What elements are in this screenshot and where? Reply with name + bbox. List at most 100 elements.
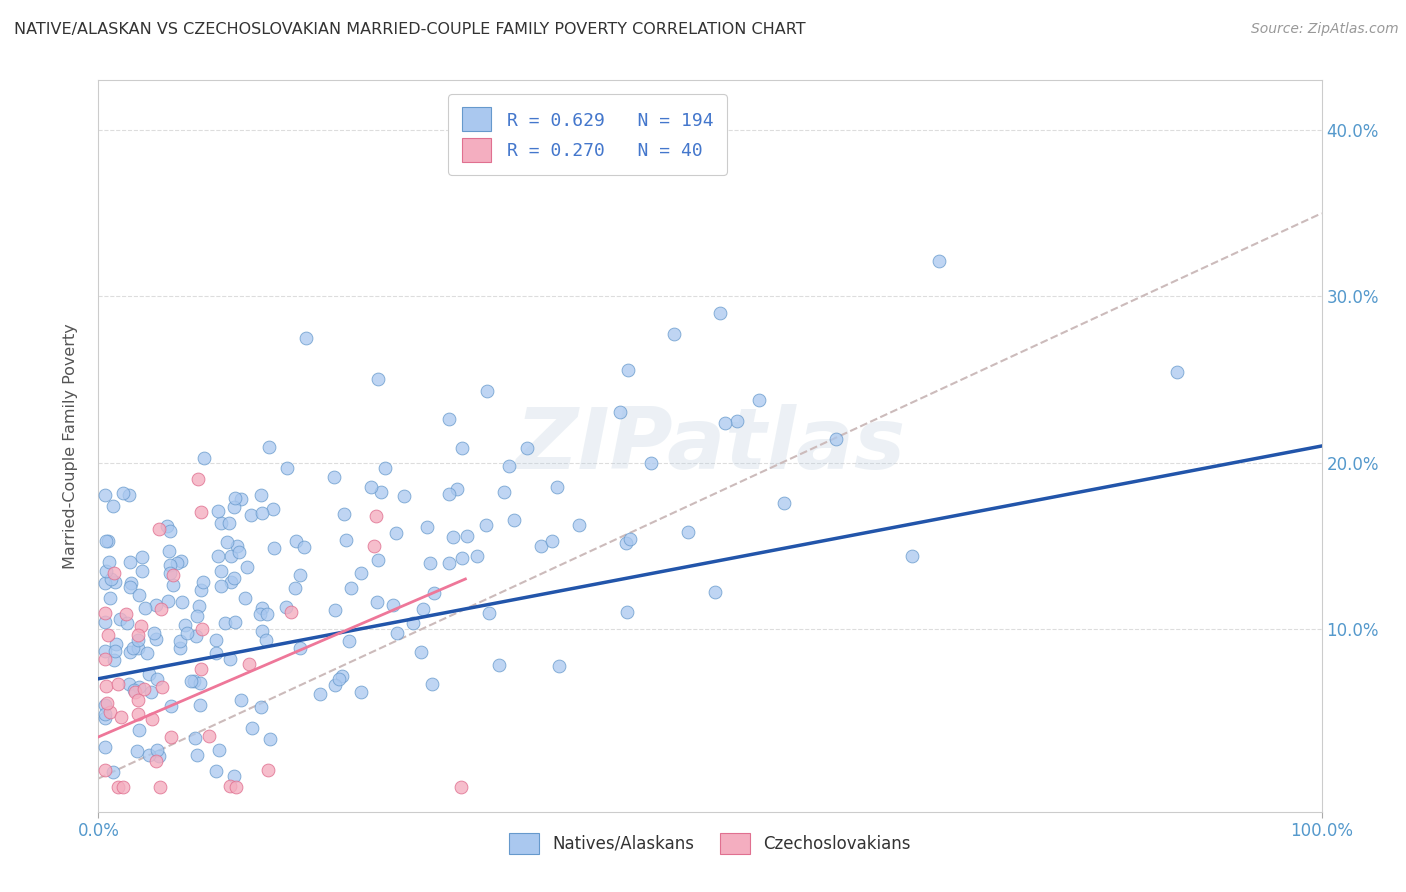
Point [226, 540, 249, 554]
Point [134, 601, 156, 615]
Point [103, 653, 125, 667]
Point [208, 743, 231, 757]
Point [546, 480, 568, 494]
Point [125, 744, 148, 758]
Point [367, 372, 389, 386]
Point [156, 519, 179, 533]
Point [323, 678, 346, 692]
Point [117, 677, 139, 691]
Point [93, 606, 115, 620]
Point [138, 747, 160, 762]
Point [93, 698, 115, 712]
Text: Source: ZipAtlas.com: Source: ZipAtlas.com [1251, 22, 1399, 37]
Point [96, 696, 118, 710]
Point [93, 615, 115, 629]
Point [172, 595, 194, 609]
Point [288, 568, 311, 582]
Point [325, 602, 347, 616]
Point [176, 625, 198, 640]
Point [456, 529, 478, 543]
Point [209, 564, 232, 578]
Point [240, 508, 263, 522]
Point [166, 557, 188, 571]
Point [141, 712, 163, 726]
Point [475, 384, 498, 398]
Point [118, 580, 141, 594]
Point [103, 765, 125, 780]
Point [280, 606, 302, 620]
Point [548, 658, 571, 673]
Point [257, 764, 280, 778]
Point [104, 643, 127, 657]
Point [135, 646, 157, 660]
Point [228, 545, 250, 559]
Point [263, 541, 285, 555]
Point [204, 764, 226, 778]
Point [93, 644, 115, 658]
Point [159, 730, 181, 744]
Point [423, 586, 446, 600]
Point [214, 615, 236, 630]
Point [328, 672, 350, 686]
Point [224, 615, 246, 629]
Point [530, 539, 553, 553]
Point [475, 518, 498, 533]
Point [145, 632, 167, 646]
Point [207, 504, 229, 518]
Point [94, 739, 117, 754]
Point [360, 480, 382, 494]
Point [110, 710, 132, 724]
Point [218, 516, 240, 531]
Point [187, 472, 209, 486]
Point [162, 567, 184, 582]
Point [219, 549, 242, 563]
Point [218, 779, 240, 793]
Point [419, 556, 441, 570]
Point [94, 763, 117, 777]
Point [236, 559, 259, 574]
Point [285, 534, 308, 549]
Point [662, 326, 685, 341]
Point [183, 673, 205, 688]
Point [402, 616, 425, 631]
Point [170, 554, 193, 568]
Point [516, 442, 538, 456]
Point [450, 780, 472, 794]
Point [337, 633, 360, 648]
Point [104, 637, 127, 651]
Point [131, 550, 153, 565]
Point [127, 641, 149, 656]
Point [240, 721, 263, 735]
Point [115, 616, 138, 631]
Point [96, 534, 118, 549]
Point [93, 488, 115, 502]
Point [108, 612, 131, 626]
Point [128, 588, 150, 602]
Point [416, 519, 439, 533]
Point [94, 652, 117, 666]
Point [132, 682, 155, 697]
Point [748, 393, 770, 408]
Point [250, 624, 273, 638]
Point [478, 606, 501, 620]
Point [284, 581, 307, 595]
Point [186, 747, 208, 762]
Point [127, 693, 149, 707]
Point [294, 540, 316, 554]
Point [450, 441, 472, 455]
Point [250, 506, 273, 520]
Point [619, 532, 641, 546]
Point [350, 566, 373, 580]
Point [276, 460, 298, 475]
Point [186, 608, 208, 623]
Point [222, 769, 245, 783]
Point [385, 626, 408, 640]
Point [190, 582, 212, 597]
Point [145, 743, 167, 757]
Point [160, 698, 183, 713]
Point [184, 731, 207, 746]
Point [188, 676, 211, 690]
Point [437, 486, 460, 500]
Point [114, 607, 136, 621]
Point [250, 601, 273, 615]
